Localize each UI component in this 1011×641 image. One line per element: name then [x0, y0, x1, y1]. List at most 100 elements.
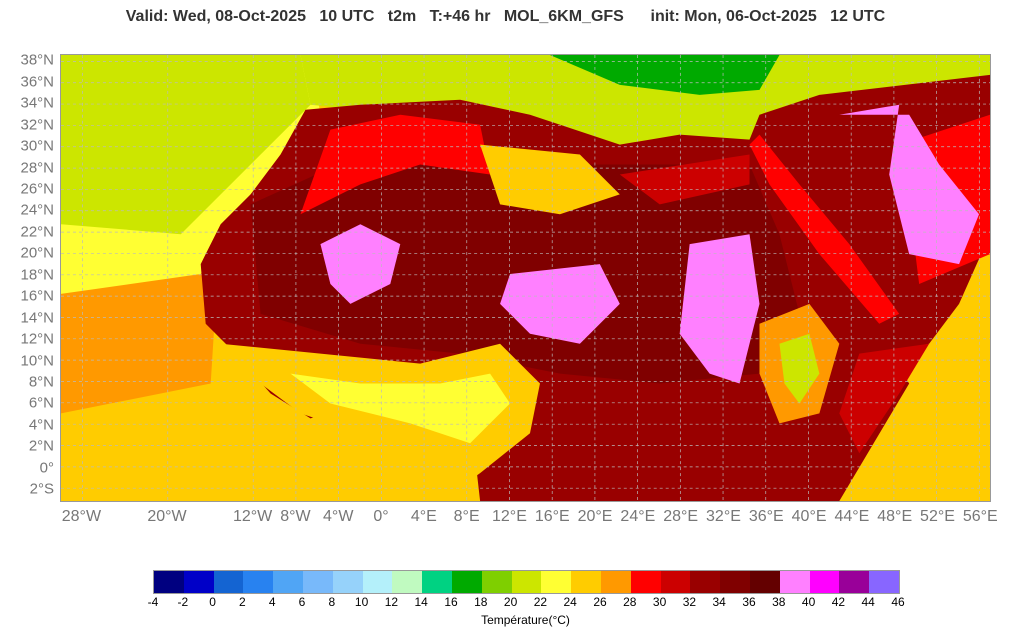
colorbar-bin [809, 571, 840, 593]
north-red-band [300, 114, 491, 215]
latitude-label: 14°N [20, 309, 54, 327]
colorbar-tick: 30 [652, 595, 667, 609]
longitude-label: 28°W [61, 508, 102, 525]
colorbar-tick: -2 [177, 595, 189, 609]
horn-red [839, 343, 930, 454]
longitude-label: 40°E [791, 508, 827, 525]
atlas-red [619, 154, 750, 205]
colorbar-bin [243, 571, 274, 593]
longitude-label: 52°E [920, 508, 955, 525]
colorbar-bin [660, 571, 691, 593]
colorbar-bin [422, 571, 452, 593]
colorbar-bin [869, 571, 899, 593]
latitude-label: 16°N [20, 287, 54, 305]
pink-mali [320, 224, 401, 304]
ethiopia-highlands-inner [779, 333, 820, 404]
colorbar-bin [690, 571, 721, 593]
colorbar [153, 570, 900, 594]
libya-yellow [480, 144, 620, 215]
latitude-label: 2°N [28, 437, 54, 455]
colorbar-tick: 16 [444, 595, 458, 609]
colorbar-tick: 42 [831, 595, 846, 609]
colorbar-bin [154, 571, 184, 593]
colorbar-tick: 22 [533, 595, 548, 609]
colorbar-bin [571, 571, 601, 593]
longitude-label: 12°E [492, 508, 527, 525]
temperature-map [60, 54, 991, 502]
red-sea [749, 134, 900, 324]
colorbar-tick: 0 [209, 595, 216, 609]
colorbar-tick: 44 [861, 595, 875, 609]
colorbar-label: Température(°C) [481, 613, 570, 627]
longitude-label: 20°E [577, 508, 613, 525]
colorbar-bin [332, 571, 363, 593]
colorbar-tick: 18 [474, 595, 488, 609]
mediterranean [300, 55, 990, 145]
latitude-label: 6°N [28, 394, 54, 412]
latitude-label: 20°N [20, 244, 54, 262]
colorbar-bin [720, 571, 750, 593]
colorbar-bin [183, 571, 214, 593]
colorbar-tick: 10 [354, 595, 369, 609]
longitude-label: 48°E [877, 508, 913, 525]
latitude-label: 0° [39, 459, 54, 477]
colorbar-tick: 8 [328, 595, 336, 609]
colorbar-tick: 36 [742, 595, 756, 609]
colorbar-tick: 40 [801, 595, 816, 609]
colorbar-bin [630, 571, 661, 593]
longitude-label: 24°E [620, 508, 656, 525]
colorbar-bin [451, 571, 482, 593]
colorbar-tick: 28 [623, 595, 637, 609]
colorbar-tick: 34 [712, 595, 726, 609]
guinea-coast-yellow-inner [290, 373, 511, 444]
longitude-label: 8°W [280, 508, 311, 525]
latitude-label: 2°S [29, 480, 54, 498]
longitude-label: 0° [373, 508, 389, 525]
map-title: Valid: Wed, 08-Oct-2025 10 UTC t2m T:+46… [125, 8, 886, 25]
longitude-label: 8°E [453, 508, 480, 525]
colorbar-bin [779, 571, 810, 593]
longitude-label: 28°E [663, 508, 699, 525]
colorbar-tick: 26 [593, 595, 607, 609]
latitude-label: 36°N [20, 73, 54, 91]
colorbar-tick: 2 [239, 595, 246, 609]
longitude-label: 20°W [147, 508, 187, 525]
sahara-core [250, 144, 800, 384]
colorbar-tick: 46 [891, 595, 905, 609]
europe-green [549, 55, 780, 95]
latitude-label: 4°N [28, 416, 54, 434]
colorbar-tick: -4 [147, 595, 159, 609]
longitude-label: 32°E [706, 508, 741, 525]
latitude-label: 18°N [20, 266, 54, 284]
colorbar-bin [511, 571, 542, 593]
latitude-label: 38°N [20, 51, 54, 69]
latitude-label: 28°N [20, 159, 54, 177]
colorbar-bin [273, 571, 303, 593]
latitude-label: 12°N [20, 330, 54, 348]
latitude-label: 10°N [20, 352, 54, 370]
longitude-label: 4°E [410, 508, 437, 525]
colorbar-bin [600, 571, 631, 593]
latitude-label: 32°N [20, 116, 54, 134]
latitude-label: 24°N [20, 201, 54, 219]
longitude-label: 36°E [748, 508, 784, 525]
latitude-label: 8°N [28, 373, 54, 391]
longitude-label: 56°E [962, 508, 998, 525]
colorbar-bin [481, 571, 512, 593]
colorbar-bin [213, 571, 244, 593]
colorbar-tick: 6 [298, 595, 306, 609]
pink-arabia [839, 104, 980, 265]
colorbar-tick: 4 [268, 595, 276, 609]
colorbar-tick: 24 [563, 595, 577, 609]
longitude-label: 44°E [834, 508, 870, 525]
colorbar-bin [749, 571, 780, 593]
pink-sudan [679, 234, 760, 384]
latitude-label: 26°N [20, 180, 54, 198]
longitude-label: 4°W [323, 508, 354, 525]
longitude-label: 16°E [534, 508, 570, 525]
colorbar-tick: 38 [772, 595, 786, 609]
colorbar-bin [541, 571, 572, 593]
colorbar-bin [839, 571, 870, 593]
colorbar-bin [392, 571, 423, 593]
colorbar-tick: 12 [384, 595, 399, 609]
